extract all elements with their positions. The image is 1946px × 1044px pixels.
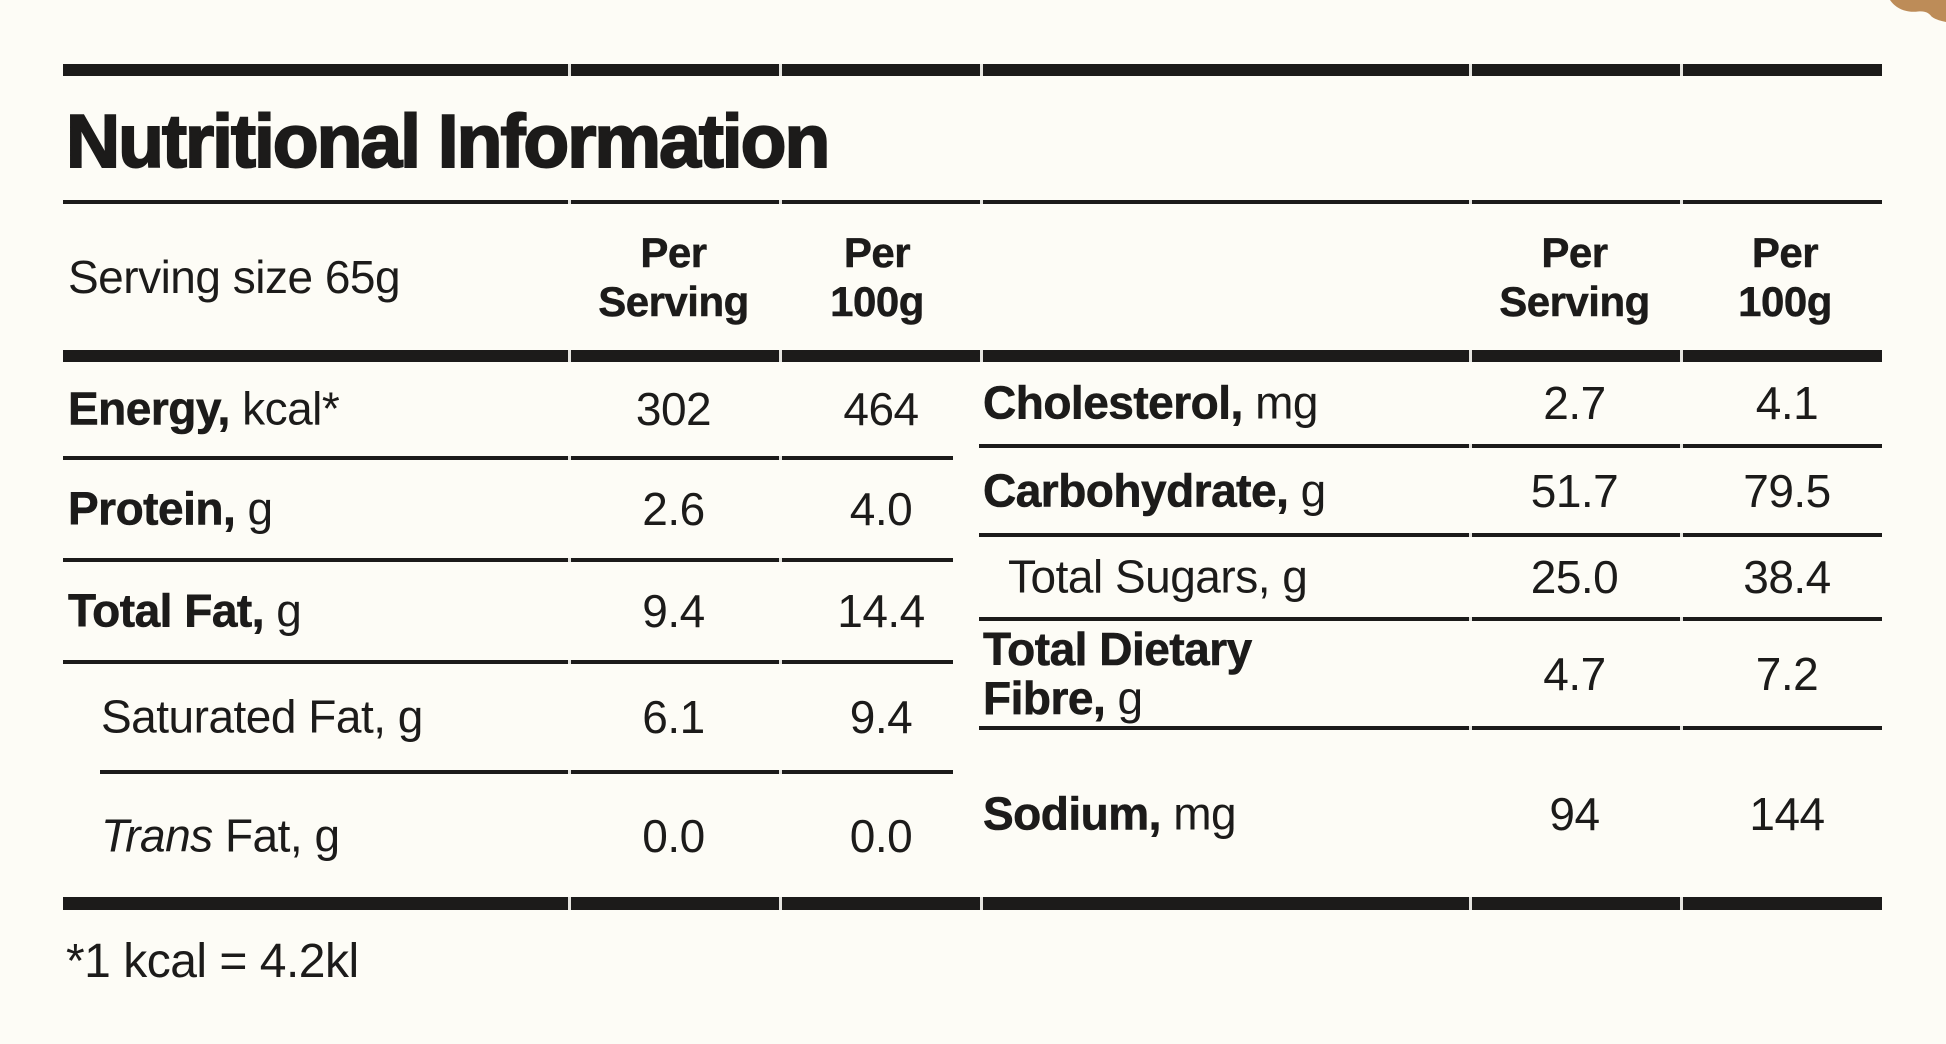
value-per-100g: 38.4 [1743,551,1831,603]
row-label: Saturated Fat, g [101,690,423,743]
table-row-dietary-fibre: Total Dietary Fibre, g 4.7 7.2 [0,621,1946,726]
row-label: Carbohydrate, g [983,464,1327,516]
header-line: Per [640,229,707,277]
value-per-serving: 51.7 [1530,464,1619,517]
row-label: Total Fat, g [68,584,302,637]
header-line: Per [1751,229,1819,277]
nutrient-unit: mg [1160,787,1237,839]
header-line: Per [843,229,911,277]
nutrient-unit: mg [1242,376,1319,429]
divider-row [63,659,953,665]
divider-row [979,443,1882,449]
nutrient-name: Total Dietary [983,622,1253,675]
row-label: Sodium, mg [983,787,1237,839]
row-label: Total Dietary Fibre, g [983,622,1253,724]
value-per-100g: 144 [1749,787,1825,840]
header-per-100g-right: Per 100g [1684,228,1886,326]
header-per-serving-right: Per Serving [1469,228,1680,326]
table-row-sodium: Sodium, mg 94 144 [0,730,1946,897]
nutrient-unit: g [1288,464,1327,516]
table-row-saturated-fat: Saturated Fat, g 6.1 9.4 [0,664,1946,770]
divider-row [63,557,953,563]
divider-row [979,725,1882,731]
value-per-serving: 94 [1549,787,1600,840]
nutrient-name: Fibre, [983,671,1106,724]
table-row-trans-fat: Trans Fat, g 0.0 0.0 [0,774,1946,897]
value-per-serving: 6.1 [642,691,705,743]
value-per-100g: 4.0 [849,483,913,535]
value-per-serving: 302 [635,383,712,435]
nutrient-name: Energy, [68,382,231,435]
header-per-serving-left: Per Serving [568,228,779,326]
value-per-serving: 25.0 [1530,551,1619,603]
value-per-serving: 4.7 [1543,647,1606,700]
divider-row [979,616,1882,622]
table-row-protein: Protein, g 2.6 4.0 [0,460,1946,558]
nutrient-name: Protein, [68,482,236,535]
row-label: Energy, kcal* [68,382,340,435]
table-row-total-sugars: Total Sugars, g 25.0 38.4 [0,537,1946,617]
column-header-row: Serving size 65g Per Serving Per 100g Pe… [0,204,1946,350]
table-row-energy: Energy, kcal* 302 464 [0,362,1946,456]
value-per-serving: 0.0 [642,809,705,862]
value-per-100g: 9.4 [849,691,913,743]
value-per-serving: 2.7 [1543,377,1606,429]
nutrient-unit: Fat, g [212,809,340,861]
corner-decoration-icon [1890,0,1946,22]
table-row-cholesterol: Cholesterol, mg 2.7 4.1 [0,362,1946,444]
divider-under-title [63,199,1882,205]
row-label: Trans Fat, g [101,811,340,860]
nutrient-name: Sodium, [983,787,1162,839]
value-per-100g: 4.1 [1755,377,1819,429]
row-label: Total Sugars, g [1008,550,1308,603]
header-line: 100g [1738,278,1833,326]
nutrient-name-italic: Trans [101,809,213,861]
nutrient-unit: kcal* [229,382,340,435]
row-label: Cholesterol, mg [983,376,1319,429]
page-title: Nutritional Information [65,98,831,184]
value-per-100g: 79.5 [1743,464,1831,517]
value-per-100g: 464 [843,383,919,435]
header-line: Serving [598,278,750,326]
row-label: Protein, g [68,482,274,535]
divider-row-indented [100,769,953,775]
value-per-100g: 14.4 [837,585,925,637]
serving-size-label: Serving size 65g [68,251,401,303]
divider-under-headers-thick [63,349,1882,363]
kcal-conversion-footnote: *1 kcal = 4.2kl [66,935,359,988]
value-per-serving: 2.6 [642,483,705,535]
header-per-100g-left: Per 100g [790,228,964,326]
nutrient-name: Total Fat, [68,584,265,637]
value-per-100g: 0.0 [849,809,913,862]
table-row-carbohydrate: Carbohydrate, g 51.7 79.5 [0,448,1946,533]
divider-row [63,455,953,461]
nutrient-unit: g [1105,671,1144,724]
nutrient-unit: g [235,482,274,535]
table-row-total-fat: Total Fat, g 9.4 14.4 [0,562,1946,660]
nutrient-name: Carbohydrate, [983,464,1289,516]
divider-bottom-thick [63,896,1882,911]
divider-row [979,532,1882,538]
header-line: Per [1541,229,1608,277]
value-per-100g: 7.2 [1755,647,1819,700]
divider-top-thick [63,63,1882,77]
value-per-serving: 9.4 [642,585,705,637]
header-line: Serving [1499,278,1651,326]
nutrient-name: Cholesterol, [983,376,1244,429]
nutrient-unit: g [264,584,302,637]
header-line: 100g [830,278,925,326]
